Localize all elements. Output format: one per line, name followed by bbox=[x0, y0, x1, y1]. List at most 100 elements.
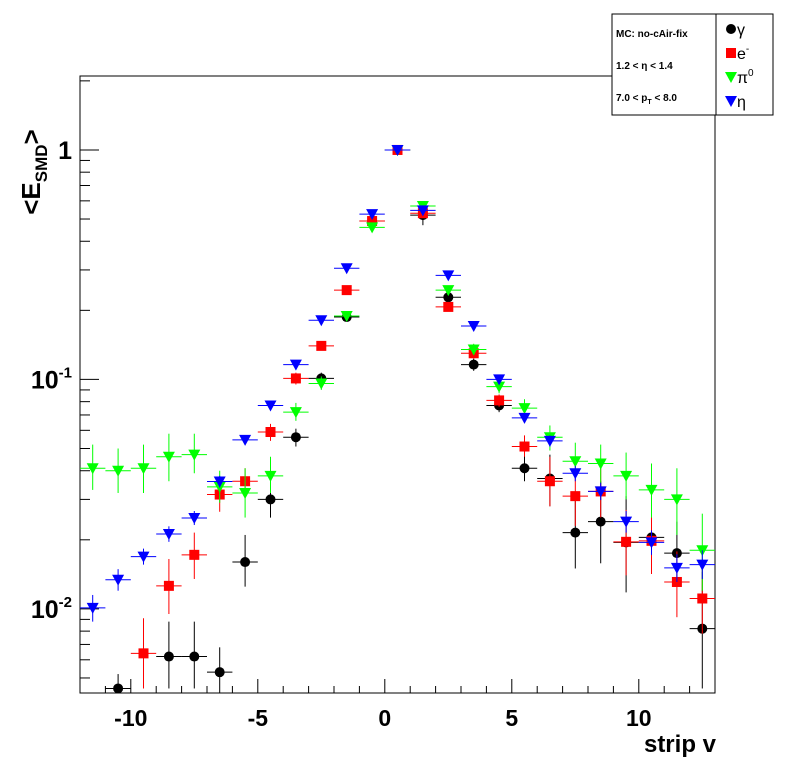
x-tick-label: -10 bbox=[114, 705, 147, 731]
data-point bbox=[569, 456, 582, 468]
data-point bbox=[518, 403, 531, 415]
data-point bbox=[290, 373, 301, 384]
data-point bbox=[493, 381, 506, 393]
legend-label: η bbox=[737, 94, 746, 111]
data-point bbox=[162, 451, 175, 463]
data-point bbox=[188, 449, 201, 461]
series-3 bbox=[80, 144, 715, 622]
data-series bbox=[80, 144, 715, 694]
data-point bbox=[594, 458, 607, 470]
data-point bbox=[163, 580, 174, 591]
data-point bbox=[443, 301, 454, 312]
y-tick-label: 1 bbox=[58, 137, 72, 165]
data-point bbox=[670, 562, 683, 574]
data-point bbox=[137, 463, 150, 475]
legend-label: e- bbox=[737, 44, 749, 63]
legend-label: γ bbox=[737, 22, 745, 39]
info-box-pt-main: 7.0 < p bbox=[616, 93, 647, 104]
data-point bbox=[544, 476, 555, 487]
data-point bbox=[442, 270, 455, 282]
data-point bbox=[519, 463, 530, 474]
data-point bbox=[570, 491, 581, 502]
data-point bbox=[188, 512, 201, 524]
data-point bbox=[366, 209, 379, 221]
y-tick-exponent: -1 bbox=[59, 364, 72, 381]
data-point bbox=[137, 551, 150, 563]
legend-label-text: γ bbox=[737, 22, 745, 39]
data-point bbox=[468, 359, 479, 370]
data-point bbox=[697, 593, 708, 604]
data-point bbox=[620, 470, 633, 482]
y-axis-title: <ESMD> bbox=[16, 129, 51, 215]
y-axis-title-subscript: SMD bbox=[32, 144, 51, 182]
data-point bbox=[239, 434, 252, 446]
data-point bbox=[569, 468, 582, 480]
data-point bbox=[494, 395, 505, 406]
data-point bbox=[391, 144, 404, 156]
data-point bbox=[645, 537, 658, 549]
info-box-line-eta: 1.2 < η < 1.4 bbox=[616, 61, 673, 72]
data-point bbox=[213, 476, 226, 488]
info-box: MC: no-cAir-fix 1.2 < η < 1.4 7.0 < pT <… bbox=[611, 13, 717, 116]
data-point bbox=[670, 494, 683, 506]
data-point bbox=[367, 216, 378, 227]
legend-marker bbox=[726, 48, 736, 58]
x-tick-label: 0 bbox=[378, 705, 391, 731]
data-point bbox=[290, 432, 301, 443]
data-point bbox=[189, 549, 200, 560]
data-point bbox=[289, 407, 302, 419]
data-point bbox=[189, 651, 200, 662]
data-point bbox=[621, 536, 632, 547]
legend-frame bbox=[715, 13, 774, 116]
legend-label-text: η bbox=[737, 94, 746, 111]
data-point bbox=[341, 285, 352, 296]
data-point bbox=[138, 648, 149, 659]
data-point bbox=[443, 292, 454, 303]
data-point bbox=[265, 494, 276, 505]
data-point bbox=[467, 344, 480, 356]
y-axis-title-close: > bbox=[16, 129, 46, 144]
legend-label-text: π bbox=[737, 70, 748, 87]
data-point bbox=[316, 340, 327, 351]
legend-marker bbox=[725, 96, 737, 107]
x-tick-label: 5 bbox=[505, 705, 518, 731]
legend-label-superscript: - bbox=[746, 44, 749, 55]
data-point bbox=[519, 441, 530, 452]
legend-label-text: e bbox=[737, 46, 746, 63]
data-point bbox=[340, 263, 353, 275]
data-point bbox=[416, 205, 429, 217]
data-point bbox=[620, 516, 633, 528]
data-point bbox=[163, 651, 174, 662]
data-point bbox=[595, 516, 606, 527]
info-box-pt-subscript: T bbox=[647, 99, 652, 106]
data-point bbox=[518, 412, 531, 424]
data-point bbox=[264, 400, 277, 412]
y-tick-base: 10 bbox=[31, 366, 59, 394]
info-box-pt-rest: < 8.0 bbox=[652, 93, 678, 104]
data-point bbox=[113, 683, 124, 694]
info-box-frame bbox=[611, 13, 717, 116]
data-point bbox=[594, 486, 607, 498]
data-point bbox=[265, 426, 276, 437]
y-axis-title-main: <E bbox=[16, 182, 46, 215]
data-point bbox=[315, 315, 328, 327]
y-tick-label: 10-1 bbox=[31, 364, 72, 394]
data-point bbox=[289, 359, 302, 371]
data-point bbox=[112, 574, 125, 586]
data-point bbox=[315, 378, 328, 390]
data-point bbox=[264, 470, 277, 482]
x-axis-title: strip v bbox=[644, 731, 717, 758]
legend: γe-π0η bbox=[715, 13, 774, 116]
data-point bbox=[239, 487, 252, 499]
data-point bbox=[214, 667, 225, 678]
y-tick-base: 1 bbox=[58, 137, 72, 165]
plot-frame bbox=[79, 75, 716, 694]
data-point bbox=[645, 484, 658, 496]
data-point bbox=[493, 374, 506, 386]
data-point bbox=[162, 529, 175, 541]
data-point bbox=[366, 222, 379, 234]
data-point bbox=[442, 285, 455, 297]
info-box-line-sample: MC: no-cAir-fix bbox=[616, 29, 688, 40]
legend-label-superscript: 0 bbox=[748, 68, 754, 79]
